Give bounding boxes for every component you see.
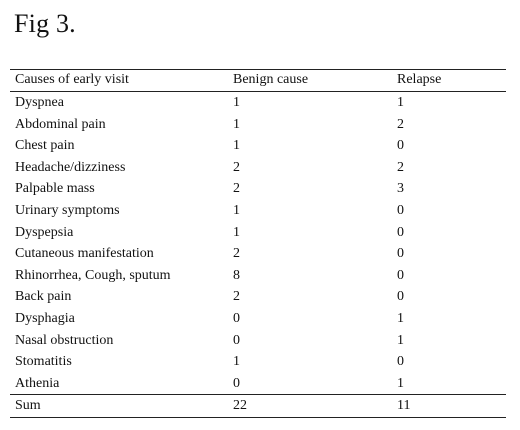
sum-label: Sum — [15, 398, 41, 414]
relapse-cell: 0 — [397, 289, 404, 305]
benign-cause-cell: 1 — [233, 116, 240, 132]
cause-cell: Cutaneous manifestation — [15, 246, 154, 262]
cause-cell: Rhinorrhea, Cough, sputum — [15, 267, 171, 283]
table-row: Palpable mass 2 3 — [10, 178, 506, 200]
figure-title: Fig 3. — [14, 9, 76, 38]
table-row: Abdominal pain 1 2 — [10, 114, 506, 136]
benign-cause-cell: 2 — [233, 159, 240, 175]
cause-cell: Dyspnea — [15, 95, 64, 110]
table-row: Urinary symptoms 1 0 — [10, 200, 506, 222]
cause-cell: Dysphagia — [15, 310, 75, 326]
cause-cell: Dyspepsia — [15, 224, 74, 240]
benign-cause-cell: 2 — [233, 289, 240, 305]
cause-cell: Stomatitis — [15, 354, 72, 370]
early-visit-table: Causes of early visit Benign cause Relap… — [10, 69, 506, 418]
table-row: Headache/dizziness 2 2 — [10, 157, 506, 179]
relapse-cell: 0 — [397, 246, 404, 262]
cause-cell: Chest pain — [15, 138, 75, 154]
cause-cell: Nasal obstruction — [15, 332, 114, 348]
header-benign-cause: Benign cause — [233, 72, 309, 87]
sum-benign-cause: 22 — [233, 398, 247, 414]
relapse-cell: 2 — [397, 159, 404, 175]
relapse-cell: 1 — [397, 310, 404, 326]
cause-cell: Abdominal pain — [15, 116, 106, 132]
benign-cause-cell: 1 — [233, 138, 240, 154]
table-row: Stomatitis 1 0 — [10, 351, 506, 373]
cause-cell: Athenia — [15, 375, 60, 391]
benign-cause-cell: 2 — [233, 246, 240, 262]
table-row: Athenia 0 1 — [10, 373, 506, 395]
relapse-cell: 0 — [397, 202, 404, 218]
benign-cause-cell: 1 — [233, 354, 240, 370]
table-row: Dysphagia 0 1 — [10, 308, 506, 330]
benign-cause-cell: 2 — [233, 181, 240, 197]
benign-cause-cell: 0 — [233, 310, 240, 326]
header-relapse: Relapse — [397, 72, 442, 87]
table-row: Back pain 2 0 — [10, 286, 506, 308]
benign-cause-cell: 1 — [233, 95, 240, 110]
cause-cell: Headache/dizziness — [15, 159, 126, 175]
sum-relapse: 11 — [397, 398, 411, 414]
table-row: Rhinorrhea, Cough, sputum 8 0 — [10, 265, 506, 287]
cause-cell: Urinary symptoms — [15, 202, 120, 218]
benign-cause-cell: 0 — [233, 332, 240, 348]
table-row: Chest pain 1 0 — [10, 135, 506, 157]
table-sum-row: Sum 22 11 — [10, 394, 506, 417]
cause-cell: Palpable mass — [15, 181, 95, 197]
cause-cell: Back pain — [15, 289, 72, 305]
benign-cause-cell: 1 — [233, 224, 240, 240]
relapse-cell: 1 — [397, 375, 404, 391]
relapse-cell: 0 — [397, 354, 404, 370]
benign-cause-cell: 1 — [233, 202, 240, 218]
table-row: Dyspnea 1 1 — [10, 92, 506, 114]
header-causes: Causes of early visit — [15, 72, 129, 87]
relapse-cell: 2 — [397, 116, 404, 132]
relapse-cell: 1 — [397, 95, 404, 110]
table-header-row: Causes of early visit Benign cause Relap… — [10, 70, 506, 92]
benign-cause-cell: 0 — [233, 375, 240, 391]
relapse-cell: 0 — [397, 224, 404, 240]
relapse-cell: 0 — [397, 267, 404, 283]
table-row: Dyspepsia 1 0 — [10, 222, 506, 244]
relapse-cell: 1 — [397, 332, 404, 348]
benign-cause-cell: 8 — [233, 267, 240, 283]
relapse-cell: 3 — [397, 181, 404, 197]
table-row: Cutaneous manifestation 2 0 — [10, 243, 506, 265]
table-row: Nasal obstruction 0 1 — [10, 330, 506, 352]
relapse-cell: 0 — [397, 138, 404, 154]
